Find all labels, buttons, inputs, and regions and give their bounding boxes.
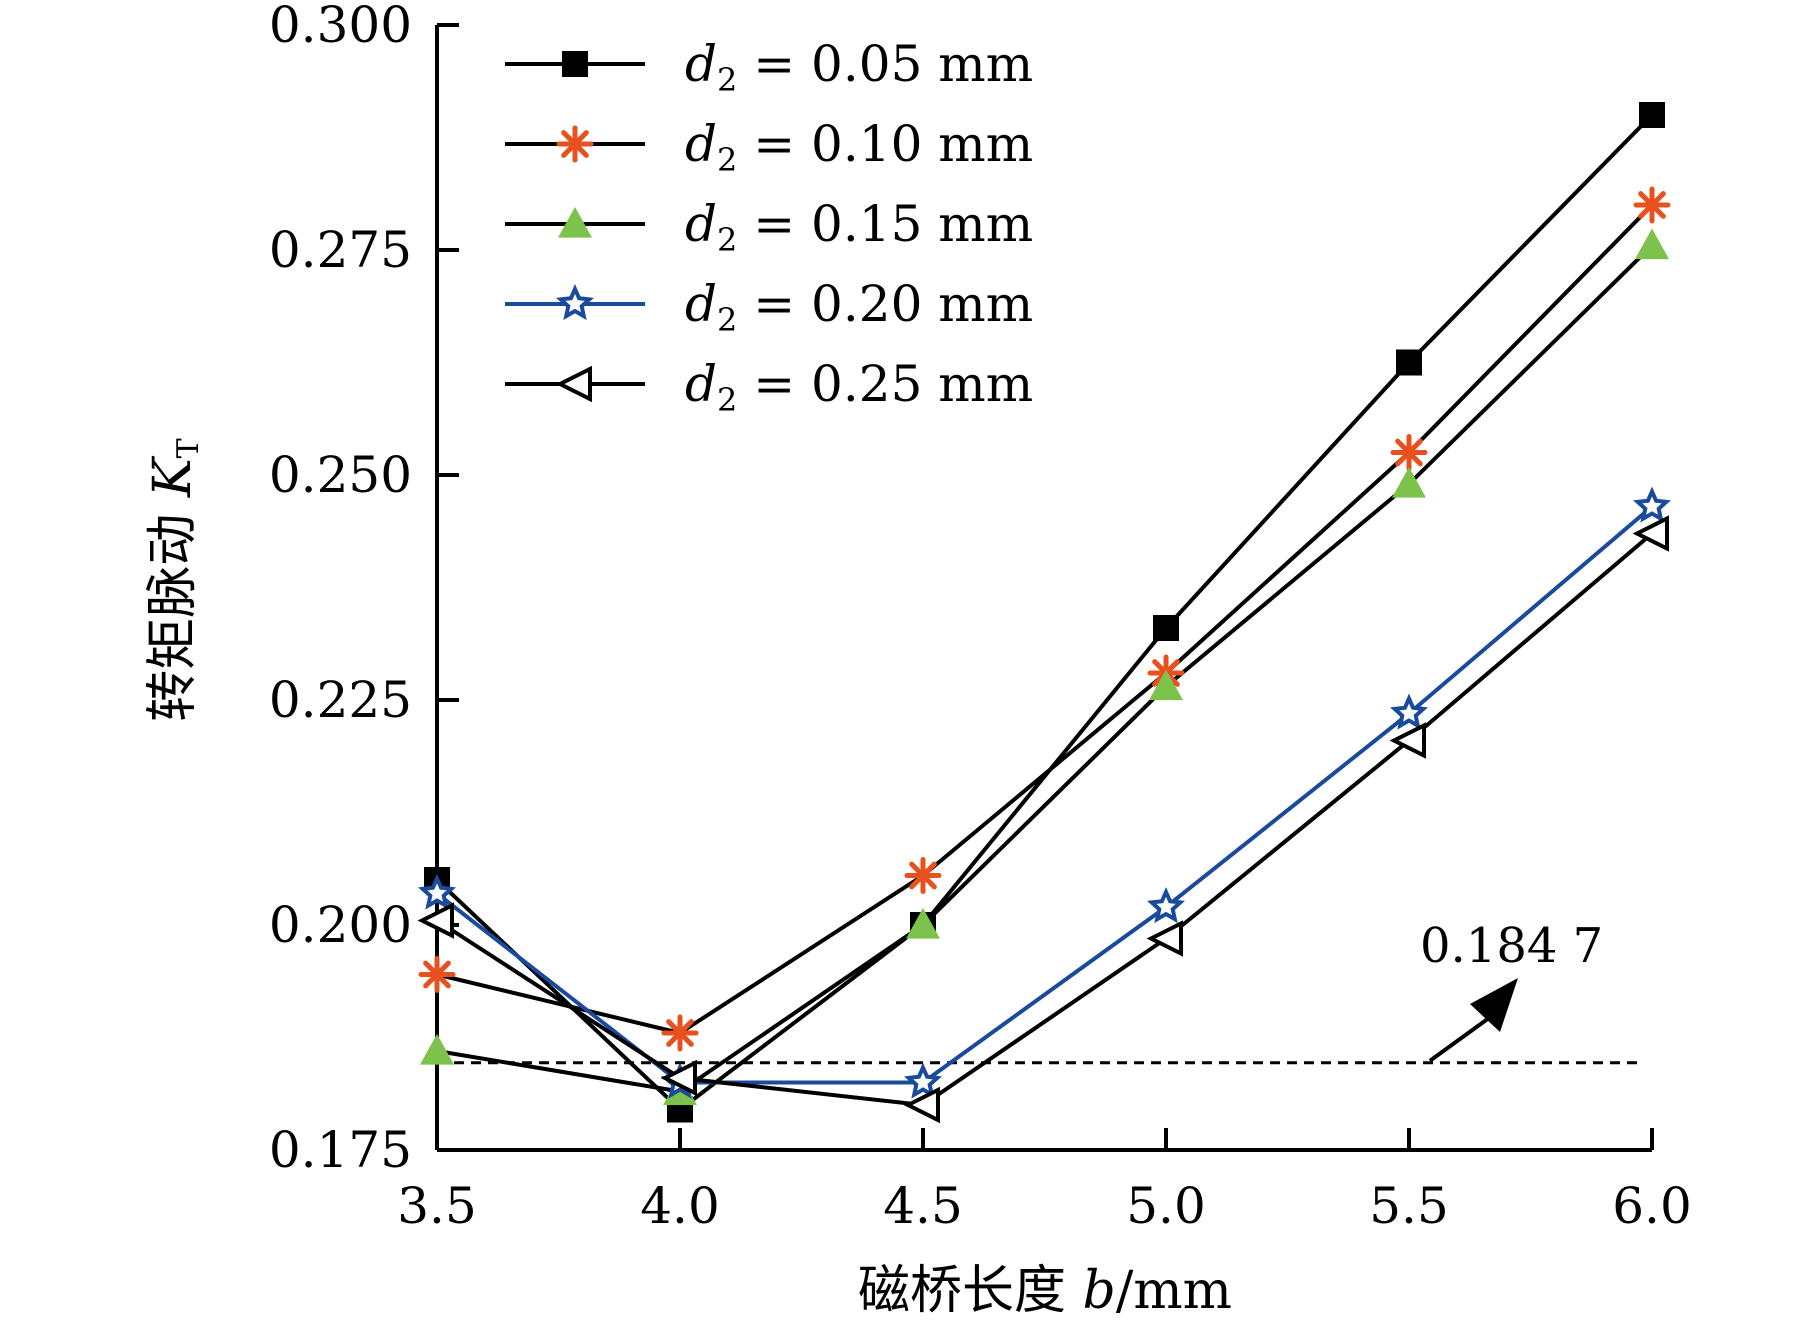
data-point-asterisk (418, 956, 456, 993)
series-4 (435, 504, 1654, 1085)
series-5 (435, 531, 1654, 1107)
y-axis-title-text: 转矩脉动 (143, 497, 203, 722)
y-tick-label: 0.275 (269, 221, 412, 279)
x-tick-label: 5.5 (1369, 1177, 1449, 1235)
y-tick-label: 0.175 (269, 1121, 412, 1179)
series-line (436, 203, 1654, 1035)
legend-value: = 0.25 mm (737, 355, 1033, 413)
y-tick-label: 0.225 (269, 671, 412, 729)
series-markers-5 (417, 515, 1669, 1124)
data-point-triangle-up (1149, 669, 1183, 701)
data-point-triangle-up (1392, 467, 1426, 498)
legend-item-1: d2 = 0.05 mm (505, 35, 1033, 99)
series-line (436, 244, 1654, 1094)
legend-var: d (685, 195, 717, 253)
data-point-square (562, 51, 588, 77)
data-point-triangle-up (1635, 228, 1669, 260)
legend-var: d (685, 115, 717, 173)
legend-label: d2 = 0.25 mm (685, 355, 1033, 419)
data-point-triangle-left (555, 365, 592, 403)
y-axis-title: 转矩脉动 KT (143, 438, 206, 721)
y-tick-label: 0.300 (269, 0, 412, 54)
data-point-star (1390, 693, 1428, 730)
data-point-asterisk (556, 125, 594, 163)
series-3 (436, 244, 1654, 1094)
legend-item-4: d2 = 0.20 mm (505, 275, 1033, 339)
data-point-triangle-up (420, 1034, 454, 1065)
data-point-triangle-left (1632, 515, 1669, 552)
data-point-star (556, 284, 594, 321)
data-point-asterisk (1390, 434, 1428, 471)
data-point-square (1153, 615, 1179, 641)
legend-sub: 2 (717, 381, 737, 419)
axis-titles: 磁桥长度 b/mm 转矩脉动 KT (143, 438, 1232, 1321)
data-point-asterisk (1633, 186, 1671, 224)
legend-value: = 0.20 mm (737, 275, 1033, 333)
legend-label: d2 = 0.10 mm (685, 115, 1033, 179)
axes: 0.175 0.200 0.225 0.250 0.275 0.300 3.5 4.0 4.5 5… (269, 0, 1692, 1235)
legend-var: d (685, 355, 717, 413)
legend-item-5: d2 = 0.25 mm (505, 355, 1033, 419)
x-axis-title-var: b (1083, 1261, 1116, 1321)
series-line (435, 504, 1654, 1085)
legend-item-2: d2 = 0.10 mm (505, 115, 1033, 179)
legend-sub: 2 (717, 301, 737, 339)
data-point-triangle-left (1146, 920, 1183, 957)
data-point-triangle-left (1389, 722, 1426, 759)
legend-value: = 0.10 mm (737, 115, 1033, 173)
x-tick-label: 4.0 (640, 1177, 720, 1235)
data-point-star (904, 1062, 942, 1099)
series-2 (436, 203, 1654, 1035)
legend-item-3: d2 = 0.15 mm (505, 195, 1033, 259)
data-point-triangle-left (660, 1059, 697, 1097)
legend-label: d2 = 0.20 mm (685, 275, 1033, 339)
data-point-triangle-up (906, 908, 940, 939)
data-point-triangle-up (558, 207, 592, 238)
y-tick-label: 0.200 (269, 896, 412, 954)
x-axis-title-text: 磁桥长度 (858, 1261, 1083, 1321)
reference-arrowhead (1470, 978, 1518, 1032)
data-point-star (1633, 486, 1671, 523)
x-tick-label: 3.5 (397, 1177, 477, 1235)
data-point-triangle-left (903, 1086, 940, 1124)
series-line (435, 531, 1654, 1107)
series-markers-2 (418, 186, 1671, 1052)
x-tick-label: 5.0 (1126, 1177, 1206, 1235)
reference-label: 0.184 7 (1420, 918, 1603, 974)
x-axis-title-unit: /mm (1116, 1261, 1232, 1321)
x-tick-label: 4.5 (883, 1177, 963, 1235)
data-point-asterisk (904, 857, 942, 894)
data-point-triangle-left (417, 902, 454, 939)
legend-sub: 2 (717, 221, 737, 259)
data-point-asterisk (661, 1014, 699, 1052)
legend-label: d2 = 0.15 mm (685, 195, 1033, 259)
legend-sub: 2 (717, 61, 737, 99)
reference-line-group: 0.184 7 (437, 918, 1642, 1065)
legend-var: d (685, 35, 717, 93)
series-markers-1 (424, 102, 1665, 1123)
y-tick-label: 0.250 (269, 446, 412, 504)
data-point-square (1396, 349, 1422, 376)
y-axis-title-var: K (143, 455, 203, 498)
x-tick-label: 6.0 (1612, 1177, 1692, 1235)
data-point-star (418, 873, 456, 910)
legend-sub: 2 (717, 141, 737, 179)
legend-value: = 0.05 mm (737, 35, 1033, 93)
legend-label: d2 = 0.05 mm (685, 35, 1033, 99)
series-group (417, 102, 1671, 1124)
legend-var: d (685, 275, 717, 333)
x-axis-title: 磁桥长度 b/mm (858, 1261, 1232, 1321)
legend-value: = 0.15 mm (737, 195, 1033, 253)
y-axis-title-sub: T (171, 438, 206, 458)
data-point-square (1639, 102, 1665, 128)
data-point-star (1147, 887, 1185, 924)
